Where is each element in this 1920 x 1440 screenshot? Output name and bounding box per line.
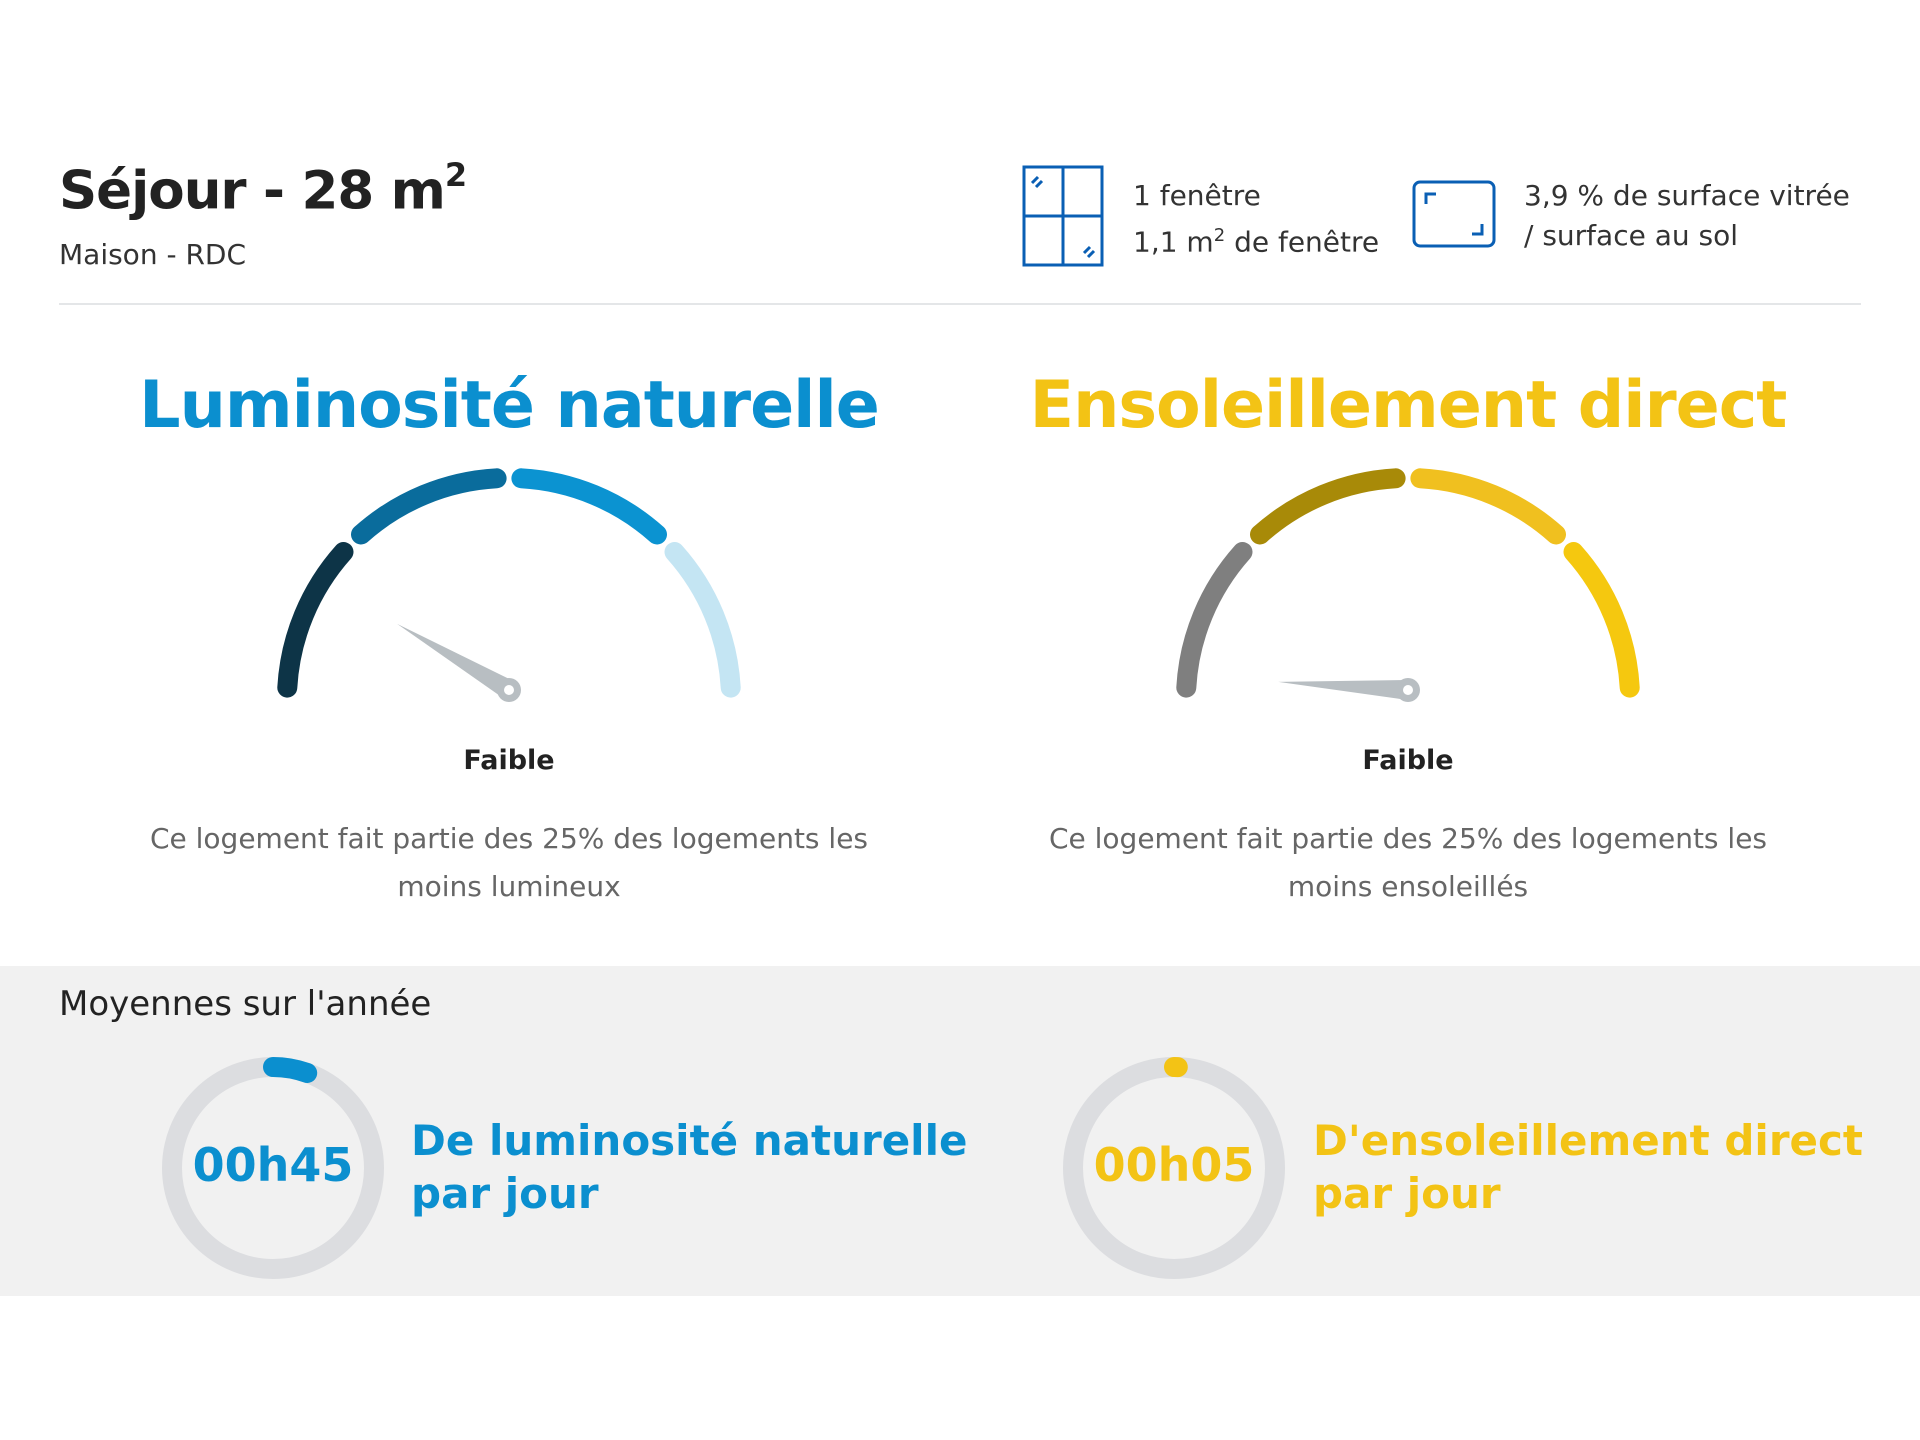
- gauge-segment-4: [664, 542, 741, 698]
- gauge-segment-1: [1176, 542, 1253, 698]
- luminosity-hours-caption-line1: De luminosité naturelle: [411, 1116, 968, 1165]
- sunlight-title: Ensoleillement direct: [1029, 368, 1788, 443]
- luminosity-description: Ce logement fait partie des 25% des loge…: [149, 822, 869, 903]
- sunlight-hours-value: 00h05: [1093, 1138, 1255, 1192]
- yearly-averages-title: Moyennes sur l'année: [59, 984, 432, 1024]
- gauge-needle-hub-dot: [504, 685, 514, 695]
- gauge-segment-4: [1563, 542, 1640, 698]
- glazing-ratio: 3,9 % de surface vitrée: [1524, 179, 1850, 212]
- gauge-segment-2: [1250, 468, 1406, 545]
- window-icon: [1022, 165, 1104, 267]
- ring-progress: [263, 1057, 318, 1083]
- sunlight-gauge: [1176, 468, 1640, 702]
- floor-area-icon: [1412, 180, 1496, 248]
- glazing-stats: 3,9 % de surface vitrée / surface au sol: [1524, 176, 1850, 256]
- window-area: 1,1 m2 de fenêtre: [1133, 225, 1380, 259]
- glazing-ratio-suffix: / surface au sol: [1524, 219, 1739, 252]
- room-location: Maison - RDC: [59, 238, 247, 271]
- sunlight-hours-caption-line2: par jour: [1313, 1169, 1501, 1218]
- sunlight-hours-caption-line1: D'ensoleillement direct: [1313, 1116, 1863, 1165]
- luminosity-level: Faible: [463, 745, 555, 776]
- luminosity-title: Luminosité naturelle: [139, 368, 880, 443]
- gauge-needle: [1278, 680, 1409, 700]
- gauge-segment-3: [1410, 468, 1566, 545]
- luminosity-hours-ring: [162, 1057, 384, 1279]
- gauge-needle-hub-dot: [1403, 685, 1413, 695]
- gauge-segment-2: [351, 468, 507, 545]
- header-divider: [59, 303, 1861, 305]
- luminosity-hours-caption-line2: par jour: [411, 1169, 599, 1218]
- gauge-needle: [397, 623, 515, 699]
- sunlight-hours-caption: D'ensoleillement direct par jour: [1313, 1114, 1863, 1220]
- sunlight-hours-ring: [1063, 1056, 1285, 1279]
- window-count: 1 fenêtre: [1133, 179, 1261, 212]
- luminosity-hours-value: 00h45: [192, 1138, 354, 1192]
- luminosity-hours-caption: De luminosité naturelle par jour: [411, 1114, 967, 1220]
- sunlight-description: Ce logement fait partie des 25% des loge…: [1048, 822, 1768, 903]
- window-stats: 1 fenêtre 1,1 m2 de fenêtre: [1133, 176, 1379, 262]
- page-title: Séjour - 28 m2: [59, 156, 467, 222]
- gauge-segment-3: [511, 468, 667, 545]
- gauge-segment-1: [277, 542, 354, 698]
- sunlight-level: Faible: [1362, 745, 1454, 776]
- yearly-averages-panel: [0, 966, 1920, 1296]
- luminosity-gauge: [277, 468, 741, 702]
